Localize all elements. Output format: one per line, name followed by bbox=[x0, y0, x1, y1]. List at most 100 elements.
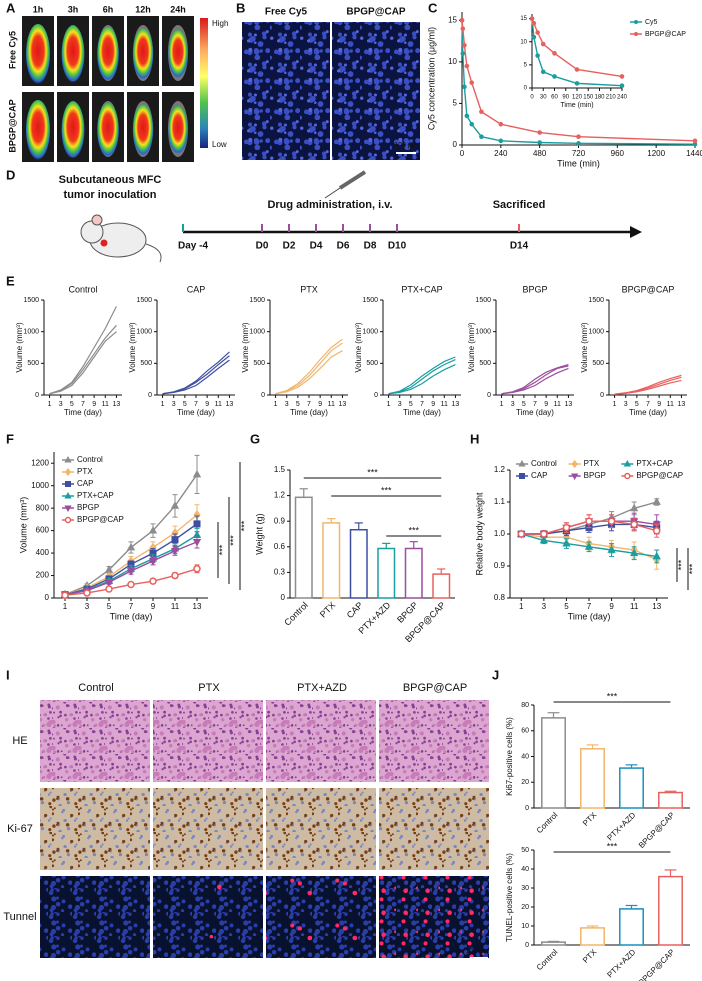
day-label: D14 bbox=[510, 241, 529, 252]
x-tick-label: 7 bbox=[587, 602, 592, 611]
marker bbox=[652, 497, 661, 505]
chart-title: PTX+CAP bbox=[401, 284, 442, 294]
y-tick-label: 5 bbox=[453, 99, 458, 108]
marker bbox=[498, 121, 504, 127]
chart-title: BPGP bbox=[522, 284, 547, 294]
x-tick-label: 240 bbox=[494, 149, 508, 158]
marker bbox=[64, 516, 72, 524]
significance-label: *** bbox=[687, 563, 697, 574]
x-tick-label: PTX bbox=[318, 600, 337, 619]
timeline-note: Sacrificed bbox=[493, 199, 546, 211]
marker bbox=[634, 32, 638, 36]
marker bbox=[571, 459, 578, 469]
heat-signal bbox=[97, 103, 119, 157]
x-tick-label: 7 bbox=[129, 602, 134, 611]
bar bbox=[541, 941, 566, 946]
marker bbox=[192, 469, 202, 478]
x-tick-label: BPGP@CAP bbox=[637, 948, 676, 981]
bar bbox=[541, 717, 566, 809]
heat-signal bbox=[97, 27, 119, 81]
y-axis-label: Volume (mm³) bbox=[467, 322, 476, 373]
y-tick-label: 10 bbox=[520, 39, 527, 45]
column-label: BPGP@CAP bbox=[403, 682, 467, 694]
series-line bbox=[388, 356, 456, 395]
y-tick-label: 1000 bbox=[362, 329, 378, 336]
row-label: Free Cy5 bbox=[7, 31, 17, 69]
x-tick-label: 60 bbox=[551, 95, 558, 101]
x-tick-label: 180 bbox=[594, 95, 605, 101]
x-tick-label: 7 bbox=[646, 401, 650, 408]
y-tick-label: 1000 bbox=[249, 329, 265, 336]
x-tick-label: 13 bbox=[452, 401, 460, 408]
marker bbox=[464, 113, 470, 119]
x-tick-label: 13 bbox=[678, 401, 686, 408]
y-tick-label: 0 bbox=[524, 86, 528, 92]
x-tick-label: 5 bbox=[409, 401, 413, 408]
y-tick-label: 0 bbox=[45, 593, 50, 602]
significance-label: *** bbox=[607, 841, 618, 851]
y-tick-label: 1500 bbox=[588, 297, 604, 304]
x-tick-label: 11 bbox=[102, 401, 109, 408]
marker bbox=[624, 472, 631, 480]
x-tick-label: 7 bbox=[194, 401, 198, 408]
marker bbox=[171, 536, 179, 544]
marker bbox=[531, 20, 537, 26]
y-tick-label: 500 bbox=[366, 360, 378, 367]
y-tick-label: 1000 bbox=[136, 329, 152, 336]
x-tick-label: 1 bbox=[161, 401, 165, 408]
marker bbox=[619, 74, 625, 79]
series-line bbox=[461, 20, 696, 145]
legend-label: Control bbox=[77, 455, 103, 464]
y-tick-label: 0 bbox=[487, 392, 491, 399]
scale-bar-label: 100 μm bbox=[465, 948, 489, 955]
significance-label: *** bbox=[239, 520, 249, 531]
micrograph bbox=[242, 22, 330, 160]
micrograph bbox=[153, 788, 263, 870]
y-axis-label: Relative body weight bbox=[474, 492, 484, 576]
tunel-signal bbox=[379, 876, 489, 958]
marker bbox=[574, 81, 580, 86]
marker bbox=[61, 591, 69, 599]
marker bbox=[537, 130, 542, 135]
x-tick-label: 1 bbox=[274, 401, 278, 408]
y-tick-label: 0 bbox=[600, 392, 604, 399]
marker bbox=[459, 18, 465, 23]
chart-title: BPGP@CAP bbox=[622, 284, 675, 294]
bar bbox=[619, 767, 644, 809]
series-line bbox=[388, 358, 456, 395]
series-line bbox=[162, 359, 230, 395]
x-tick-label: 1 bbox=[500, 401, 504, 408]
marker bbox=[193, 520, 201, 528]
panel-label: C bbox=[428, 0, 438, 15]
x-tick-label: 1 bbox=[63, 602, 68, 611]
scale-bar-label: 100 μm bbox=[394, 142, 418, 149]
x-axis-label: Time (day) bbox=[403, 408, 441, 417]
x-tick-label: 13 bbox=[226, 401, 234, 408]
x-axis-label: Time (day) bbox=[64, 408, 102, 417]
marker bbox=[552, 74, 557, 79]
x-axis-label: Time (min) bbox=[560, 102, 593, 109]
y-tick-label: 500 bbox=[253, 360, 265, 367]
y-tick-label: 20 bbox=[521, 779, 529, 786]
marker bbox=[607, 545, 616, 553]
micrograph bbox=[40, 876, 150, 958]
marker bbox=[535, 53, 540, 58]
x-tick-label: PTX+AZD bbox=[605, 810, 637, 842]
x-tick-label: 1 bbox=[387, 401, 391, 408]
panel-label: A bbox=[6, 0, 16, 15]
x-tick-label: 5 bbox=[296, 401, 300, 408]
day-label: D8 bbox=[364, 241, 377, 252]
marker bbox=[83, 589, 91, 597]
series-line bbox=[162, 351, 230, 395]
legend-label: BPGP@CAP bbox=[645, 31, 686, 38]
x-tick-label: 120 bbox=[572, 95, 583, 101]
time-label: 6h bbox=[103, 4, 114, 14]
x-tick-label: 11 bbox=[328, 401, 335, 408]
marker bbox=[148, 525, 158, 534]
marker bbox=[540, 41, 546, 47]
x-tick-label: 90 bbox=[562, 95, 569, 101]
x-tick-label: PTX bbox=[581, 947, 599, 965]
x-tick-label: 9 bbox=[205, 401, 209, 408]
x-tick-label: 13 bbox=[193, 602, 202, 611]
y-axis-label: Volume (mm³) bbox=[580, 322, 589, 373]
